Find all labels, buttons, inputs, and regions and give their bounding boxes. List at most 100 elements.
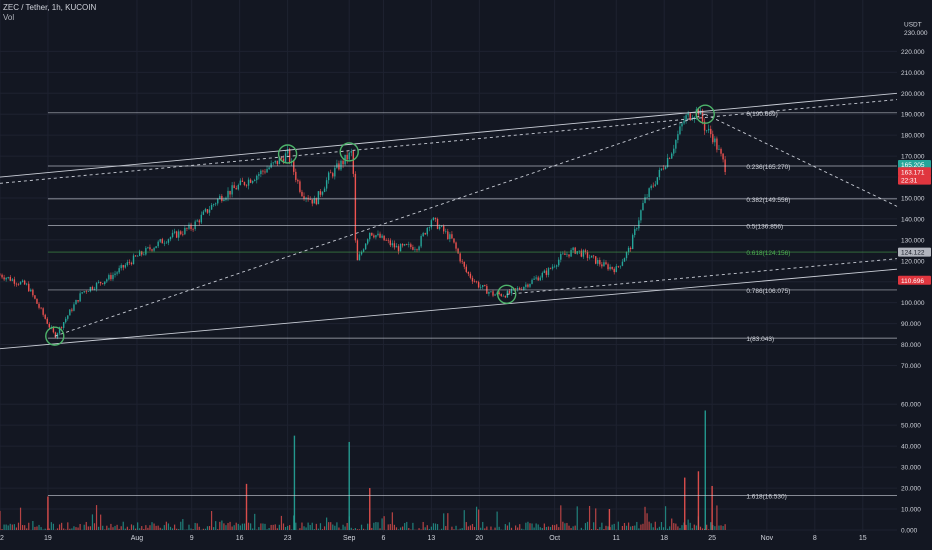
chart-header: ZEC / Tether, 1h, KUCOIN Vol [3, 3, 96, 23]
y-tick-label: 40.000 [901, 444, 921, 451]
candle-body [241, 180, 244, 182]
candle-body [256, 175, 258, 181]
volume-bar [564, 523, 566, 530]
volume-bar [217, 529, 219, 530]
volume-bar [451, 526, 453, 530]
price-tag-label: 22:31 [901, 178, 918, 185]
candle-body [198, 220, 200, 223]
candle-body [79, 293, 81, 302]
candle-body [200, 214, 203, 223]
volume-bar [198, 526, 200, 530]
candle-body [479, 286, 482, 288]
candle-body [619, 265, 622, 267]
volume-bar [229, 521, 231, 530]
y-tick-label: 180.000 [901, 133, 925, 140]
volume-bar [640, 524, 642, 530]
volume-bar [664, 506, 667, 530]
volume-bar [549, 526, 552, 530]
candle-body [432, 217, 435, 221]
volume-bars [0, 410, 726, 530]
candle-body [297, 179, 299, 182]
candle-body [360, 251, 363, 255]
volume-bar [525, 522, 527, 530]
candle-body [52, 327, 55, 333]
candle-body [410, 244, 412, 248]
volume-bar [11, 524, 13, 530]
pivot-markers [45, 104, 715, 346]
volume-bar [93, 523, 96, 530]
volume-bar [710, 522, 712, 530]
y-tick-label: 30.000 [901, 465, 921, 472]
volume-bar [714, 526, 716, 530]
candle-body [445, 231, 447, 232]
candle-body [484, 285, 486, 287]
volume-bar [519, 524, 521, 530]
trendlines [0, 92, 898, 350]
candle-body [114, 273, 116, 275]
candle-body [621, 261, 624, 266]
candle-body [143, 254, 145, 256]
x-tick-label: 18 [660, 535, 668, 542]
candle-body [204, 209, 207, 212]
candle-body [311, 199, 313, 204]
candle-body [270, 163, 272, 168]
candle-body [469, 273, 472, 278]
candle-body [381, 235, 383, 238]
x-tick-label: 25 [708, 535, 716, 542]
candle-body [627, 247, 630, 253]
volume-bar [151, 522, 153, 530]
volume-bar [689, 522, 691, 530]
price-tag-label: 165.205 [901, 162, 925, 169]
volume-bar [239, 525, 241, 530]
volume-bar [523, 529, 525, 530]
volume-bar [510, 527, 513, 530]
candle-body [387, 240, 389, 242]
volume-bar [83, 524, 85, 530]
volume-bar [588, 505, 591, 530]
volume-bar [87, 526, 89, 530]
volume-bar [644, 506, 646, 530]
volume-bar [91, 514, 94, 530]
candle-body [673, 148, 675, 154]
candle-body [102, 283, 104, 285]
candle-body [580, 250, 583, 257]
candle-body [11, 279, 14, 281]
candle-body [362, 249, 365, 252]
volume-bar [408, 528, 410, 530]
volume-bar [533, 527, 535, 530]
volume-bar [572, 526, 574, 530]
candle-body [615, 266, 617, 273]
volume-bar [231, 526, 233, 530]
fib-level-label: 1(83.043) [746, 336, 774, 343]
volume-bar [354, 528, 356, 530]
price-tag [898, 175, 931, 185]
candle-body [687, 113, 689, 116]
volume-bar [137, 522, 139, 530]
candle-body [260, 170, 262, 175]
volume-bar [182, 519, 184, 530]
volume-bar [436, 524, 439, 530]
candle-body [364, 243, 367, 250]
volume-bar [373, 522, 375, 530]
volume-bar [667, 528, 669, 530]
candle-body [634, 229, 636, 236]
volume-bar [506, 525, 508, 530]
candle-body [463, 261, 465, 267]
candle-body [689, 113, 691, 121]
candle-body [190, 224, 192, 229]
candle-body [235, 188, 237, 190]
volume-bar [134, 528, 137, 530]
volume-bar [147, 527, 149, 530]
volume-bar [652, 527, 654, 530]
volume-bar [402, 526, 404, 530]
candle-body [703, 121, 706, 131]
volume-bar [685, 524, 687, 530]
volume-bar [260, 523, 262, 530]
candle-body [714, 138, 716, 143]
volume-bar [461, 528, 463, 530]
candle-body [134, 255, 137, 257]
candle-body [118, 268, 120, 273]
candle-body [223, 199, 225, 202]
